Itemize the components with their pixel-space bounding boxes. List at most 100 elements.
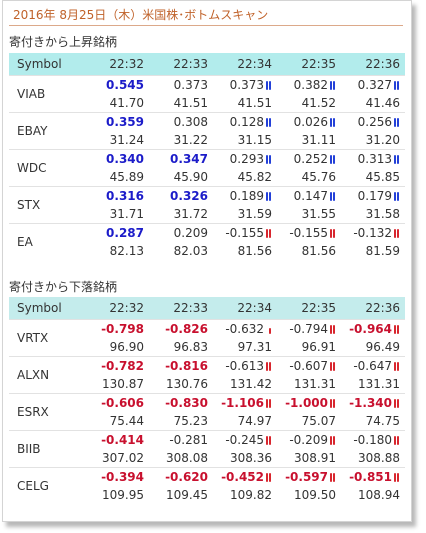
price-cell: 45.90: [173, 170, 208, 184]
change-cell: -0.816: [149, 356, 213, 375]
change-cell: 0.382: [277, 75, 341, 94]
table-row: 130.87 130.76 131.42 131.31 131.31: [9, 375, 405, 394]
table-row: 31.71 31.72 31.59 31.55 31.58: [9, 205, 405, 224]
change-cell: -0.452: [213, 467, 277, 486]
price-cell: 96.49: [365, 340, 400, 354]
col-header-time: 22:35: [277, 297, 341, 320]
change-value: -0.794: [289, 322, 328, 336]
change-cell: -1.106: [213, 393, 277, 412]
change-value: 0.252: [293, 152, 328, 166]
price-cell: 82.13: [109, 244, 144, 258]
change-cell: -0.798: [85, 319, 149, 338]
price-cell: 75.44: [109, 414, 144, 428]
price-cell: 31.59: [237, 207, 272, 221]
table-row: 109.95 109.45 109.82 109.50 108.94: [9, 486, 405, 504]
trend-bar-icon: [329, 397, 336, 408]
table-row: STX 0.316 0.326 0.189 0.147 0.179: [9, 186, 405, 224]
price-cell: 75.07: [301, 414, 336, 428]
price-cell: 308.36: [230, 451, 272, 465]
price-cell: 96.83: [173, 340, 208, 354]
change-value: -0.782: [101, 359, 144, 373]
change-cell: -0.155: [277, 223, 341, 242]
trend-bar-icon: [329, 471, 336, 482]
change-value: 0.128: [229, 115, 264, 129]
change-cell: -0.826: [149, 319, 213, 338]
change-value: -0.155: [289, 226, 328, 240]
change-value: -0.632: [225, 322, 264, 336]
change-cell: 0.189: [213, 186, 277, 205]
change-cell: 0.128: [213, 112, 277, 131]
change-value: -0.607: [289, 359, 328, 373]
change-value: 0.359: [106, 115, 144, 129]
change-value: -0.281: [169, 433, 208, 447]
change-value: -0.155: [225, 226, 264, 240]
trend-bar-icon: [265, 116, 272, 127]
price-cell: 31.58: [365, 207, 400, 221]
price-cell: 109.95: [102, 488, 144, 502]
table-row: ALXN -0.782 -0.816 -0.613 -0.607 -0.647: [9, 356, 405, 394]
table-row: BIIB -0.414 -0.281 -0.245 -0.209 -0.180: [9, 430, 405, 468]
change-value: 0.327: [357, 78, 392, 92]
trend-bar-icon: [265, 323, 272, 334]
trend-bar-icon: [265, 79, 272, 90]
change-value: 0.316: [106, 189, 144, 203]
trend-bar-icon: [329, 434, 336, 445]
change-value: 0.287: [106, 226, 144, 240]
change-cell: 0.256: [341, 112, 405, 131]
price-cell: 308.91: [294, 451, 336, 465]
table-row: EBAY 0.359 0.308 0.128 0.026 0.256: [9, 112, 405, 150]
trend-bar-icon: [393, 397, 400, 408]
price-cell: 109.50: [294, 488, 336, 502]
change-cell: -0.632: [213, 319, 277, 338]
change-value: 0.347: [170, 152, 208, 166]
table-row: VRTX -0.798 -0.826 -0.632 -0.794 -0.964: [9, 319, 405, 357]
trend-bar-icon: [265, 434, 272, 445]
up-header-row: Symbol 22:32 22:33 22:34 22:35 22:36: [9, 53, 405, 76]
table-row: 307.02 308.08 308.36 308.91 308.88: [9, 449, 405, 468]
change-value: -1.106: [221, 396, 264, 410]
change-cell: 0.252: [277, 149, 341, 168]
change-cell: -0.620: [149, 467, 213, 486]
change-value: -0.964: [349, 322, 392, 336]
change-value: 0.209: [173, 226, 208, 240]
price-cell: 31.71: [109, 207, 144, 221]
change-value: -0.798: [101, 322, 144, 336]
page-title: 2016年 8月25日（木）米国株･ボトムスキャン: [13, 8, 269, 22]
change-cell: 0.308: [149, 112, 213, 131]
trend-bar-icon: [393, 227, 400, 238]
change-value: 0.308: [173, 115, 208, 129]
table-row: 96.90 96.83 97.31 96.91 96.49: [9, 338, 405, 357]
change-value: -0.414: [101, 433, 144, 447]
change-cell: -0.132: [341, 223, 405, 242]
change-value: 0.179: [357, 189, 392, 203]
change-cell: 0.026: [277, 112, 341, 131]
table-row: 45.89 45.90 45.82 45.76 45.85: [9, 168, 405, 187]
col-header-time: 22:34: [213, 297, 277, 320]
price-cell: 81.59: [365, 244, 400, 258]
col-header-time: 22:32: [85, 297, 149, 320]
trend-bar-icon: [265, 190, 272, 201]
symbol-cell: EBAY: [9, 112, 85, 150]
trend-bar-icon: [393, 434, 400, 445]
price-cell: 109.82: [230, 488, 272, 502]
title-divider: [9, 25, 403, 26]
col-header-symbol: Symbol: [9, 297, 85, 320]
change-value: -0.620: [165, 470, 208, 484]
change-cell: 0.373: [149, 75, 213, 94]
trend-bar-icon: [393, 190, 400, 201]
trend-bar-icon: [329, 227, 336, 238]
change-cell: 0.373: [213, 75, 277, 94]
change-cell: -0.964: [341, 319, 405, 338]
price-cell: 31.20: [365, 133, 400, 147]
price-cell: 31.55: [301, 207, 336, 221]
table-row: VIAB 0.545 0.373 0.373 0.382 0.327: [9, 75, 405, 113]
change-cell: -0.613: [213, 356, 277, 375]
trend-bar-icon: [393, 79, 400, 90]
price-cell: 45.89: [109, 170, 144, 184]
change-cell: -0.209: [277, 430, 341, 449]
symbol-cell: WDC: [9, 149, 85, 187]
table-row: CELG -0.394 -0.620 -0.452 -0.597 -0.851: [9, 467, 405, 504]
change-cell: -0.851: [341, 467, 405, 486]
change-value: -0.816: [165, 359, 208, 373]
trend-bar-icon: [329, 360, 336, 371]
